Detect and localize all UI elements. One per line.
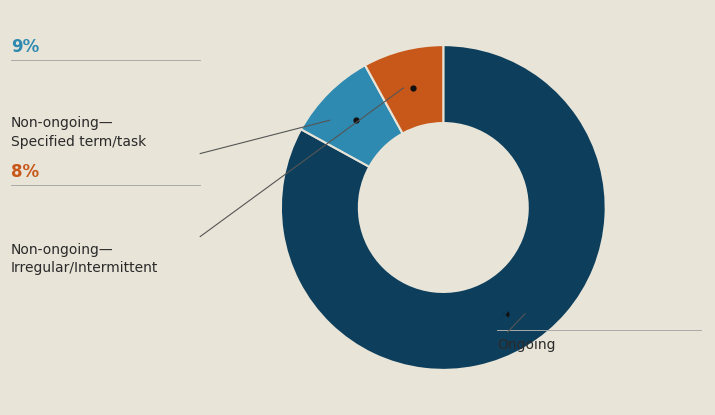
Text: 8%: 8%	[11, 163, 39, 181]
Text: Non-ongoing—
Irregular/Intermittent: Non-ongoing— Irregular/Intermittent	[11, 243, 158, 275]
Text: 83%: 83%	[497, 308, 537, 326]
Text: Non-ongoing—
Specified term/task: Non-ongoing— Specified term/task	[11, 116, 146, 149]
Wedge shape	[365, 45, 443, 134]
Wedge shape	[281, 45, 606, 370]
Text: Ongoing: Ongoing	[497, 338, 556, 352]
Text: 9%: 9%	[11, 38, 39, 56]
Wedge shape	[301, 65, 403, 167]
